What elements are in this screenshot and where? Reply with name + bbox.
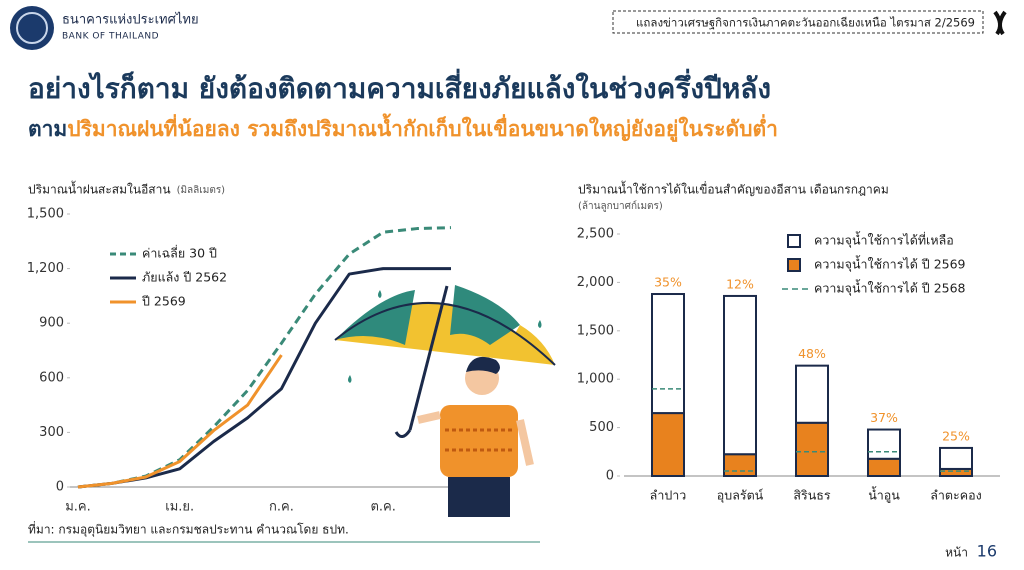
org-en: BANK OF THAILAND [62,32,159,42]
y-tick-label: 600 [39,370,64,385]
series-line [77,354,283,489]
bar-segment [723,453,757,478]
y-tick-label: 1,500 [577,323,614,338]
legend-swatch [787,234,801,248]
bar-segment [651,412,685,477]
legend-label: ความจุน้ำใช้การได้ที่เหลือ [814,231,954,249]
x-tick-label: สิรินธร [793,488,831,503]
legend-label: ค่าเฉลี่ย 30 ปี [142,245,217,261]
x-tick-label: ม.ค. [65,500,91,515]
bar-segment [939,446,973,470]
y-tick-label: 0 [56,480,64,495]
source: ที่มา: กรมอุตุนิยมวิทยา และกรมชลประทาน ค… [28,521,349,538]
x-tick-label: อุบลรัตน์ [717,488,764,504]
legend-label: ความจุน้ำใช้การได้ ปี 2569 [814,255,966,273]
y-tick-label: 2,000 [577,275,614,290]
bar-segment [795,421,829,478]
x-tick-label: ลำตะคอง [930,488,981,503]
y-tick-label: 500 [589,420,614,435]
y-tick-label: 2,500 [577,227,614,242]
x-tick-label: ลำปาว [650,488,687,503]
share-label: 48% [798,346,826,361]
illustration [334,285,556,517]
legend-label: ภัยแล้ง ปี 2562 [142,270,227,285]
x-tick-label: น้ำอูน [868,486,900,504]
x-tick-label: ต.ค. [370,500,395,515]
subtitle-lead: ตาม [28,117,67,141]
legend-label: ปี 2569 [142,294,186,309]
share-label: 37% [870,410,898,425]
bar-segment [867,428,901,460]
bar-segment [939,467,973,477]
ribbon [993,10,1007,36]
share-label: 12% [726,276,754,291]
page-label: หน้า [945,546,968,560]
x-tick-label: เม.ย. [165,500,194,515]
y-tick-label: 1,000 [577,372,614,387]
legend-swatch [787,258,801,272]
y-tick-label: 300 [39,425,64,440]
y-tick-label: 0 [606,469,614,484]
y-tick-label: 1,200 [27,261,64,276]
title: อย่างไรก็ตาม ยังต้องติดตามความเสี่ยงภัยแ… [28,68,771,105]
share-label: 35% [654,275,682,290]
org-th: ธนาคารแห่งประเทศไทย [62,12,199,28]
bar-segment [867,457,901,477]
page-number: 16 [977,542,997,561]
y-tick-label: 1,500 [27,207,64,222]
subtitle: ตามปริมาณฝนที่น้อยลง รวมถึงปริมาณน้ำกักเ… [28,113,778,143]
bar-segment [723,294,757,456]
bar-segment [795,364,829,424]
unit: (มิลลิเมตร) [177,185,226,196]
bar-segment [651,293,685,415]
subtitle-text: ปริมาณฝนที่น้อยลง รวมถึงปริมาณน้ำกักเก็บ… [67,113,778,143]
share-label: 25% [942,428,970,443]
unit: (ล้านลูกบาศก์เมตร) [578,200,663,212]
legend-label: ความจุน้ำใช้การได้ ปี 2568 [814,279,966,297]
x-tick-label: ก.ค. [269,500,294,515]
logo-ring [16,12,48,44]
plots: ปริมาณน้ำฝนสะสมในอีสาน (มิลลิเมตร) 0 300 600… [27,181,1000,515]
chart-title: ปริมาณน้ำใช้การได้ในเขื่อนสำคัญของอีสาน … [578,181,889,197]
chart-title: ปริมาณน้ำฝนสะสมในอีสาน [28,181,171,197]
y-tick-label: 900 [39,316,64,331]
event: แถลงข่าวเศรษฐกิจการเงินภาคตะวันออกเฉียงเ… [636,16,975,30]
event-box [612,10,984,34]
series-line [77,226,452,489]
